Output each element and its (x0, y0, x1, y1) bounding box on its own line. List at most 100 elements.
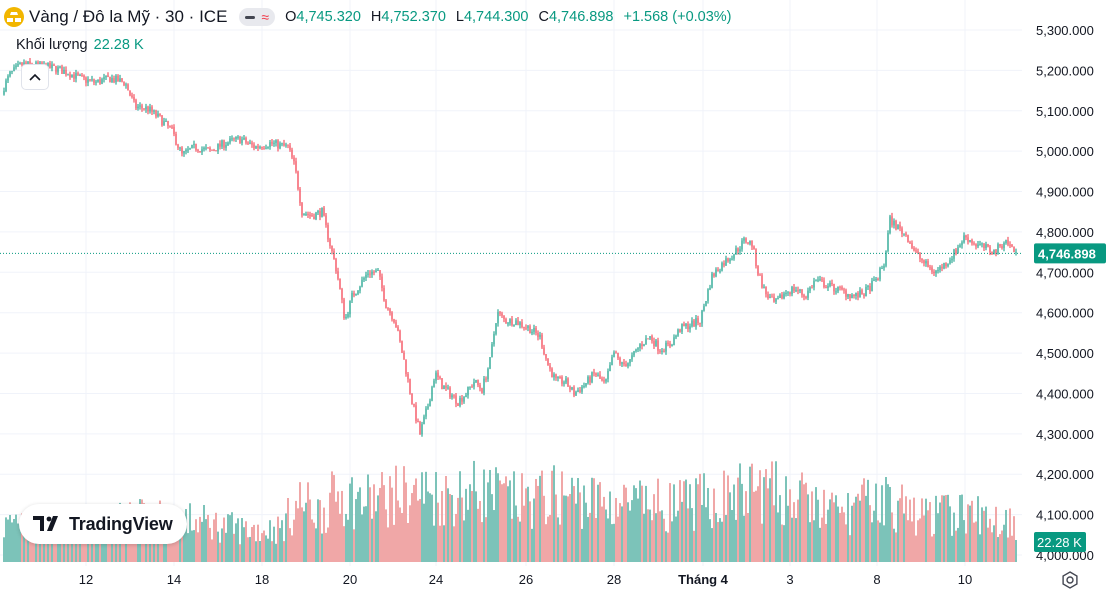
candle-body (143, 108, 145, 110)
volume-bar (641, 485, 643, 562)
candle-body (573, 387, 575, 396)
candle-body (997, 244, 999, 254)
candle-body (983, 243, 985, 249)
candle-body (661, 350, 663, 352)
candle-body (115, 75, 117, 83)
collapse-legend-button[interactable] (21, 64, 49, 90)
time-tick-label: 14 (167, 572, 181, 587)
candle-body (873, 279, 875, 281)
candle-body (635, 349, 637, 352)
candle-body (637, 348, 639, 350)
candle-body (737, 248, 739, 252)
symbol-title[interactable]: Vàng / Đô la Mỹ · 30 · ICE (29, 7, 228, 26)
settings-button[interactable] (1059, 569, 1081, 591)
volume-bars (3, 460, 1017, 562)
volume-bar (709, 519, 711, 562)
volume-label[interactable]: Khối lượng (16, 37, 88, 53)
volume-bar (857, 493, 859, 562)
volume-bar (731, 509, 733, 562)
volume-bar (345, 513, 347, 562)
volume-bar (825, 523, 827, 562)
candle-body (649, 336, 651, 339)
volume-bar (681, 501, 683, 562)
candle-body (865, 287, 867, 297)
candle-body (1013, 246, 1015, 252)
volume-bar (461, 497, 463, 562)
candle-body (127, 84, 129, 91)
price-axis[interactable]: 4,000.0004,100.0004,200.0004,300.0004,40… (1036, 23, 1094, 563)
candle-body (633, 351, 635, 356)
volume-bar (803, 484, 805, 562)
volume-bar (249, 536, 251, 562)
volume-bar (907, 520, 909, 562)
volume-bar (601, 506, 603, 562)
volume-bar (33, 533, 35, 562)
volume-bar (433, 525, 435, 562)
tradingview-logo[interactable]: TradingView (19, 504, 187, 544)
volume-bar (949, 506, 951, 562)
candle-body (987, 244, 989, 247)
candle-body (371, 271, 373, 275)
volume-bar (233, 533, 235, 562)
volume-bar (671, 521, 673, 562)
candle-body (523, 326, 525, 328)
candle-body (471, 386, 473, 388)
volume-bar (247, 537, 249, 562)
candle-body (777, 298, 779, 300)
volume-bar (15, 514, 17, 562)
candle-body (91, 79, 93, 81)
candle-body (1015, 251, 1017, 253)
candle-body (315, 212, 317, 220)
candle-body (457, 403, 459, 406)
candle-body (251, 142, 253, 145)
candle-body (353, 293, 355, 296)
candle-body (297, 171, 299, 190)
candle-body (137, 106, 139, 109)
candle-body (779, 294, 781, 299)
volume-bar (463, 520, 465, 562)
candle-body (325, 215, 327, 225)
candle-body (293, 157, 295, 162)
candle-body (363, 277, 365, 280)
volume-bar (235, 523, 237, 562)
volume-bar (687, 508, 689, 562)
candle-body (911, 243, 913, 249)
candle-body (705, 301, 707, 307)
volume-bar (541, 470, 543, 562)
chart-gridlines (0, 0, 1022, 566)
candle-body (801, 289, 803, 296)
candle-body (179, 147, 181, 149)
volume-bar (561, 471, 563, 562)
volume-bar (245, 521, 247, 562)
candle-body (719, 270, 721, 272)
volume-bar (901, 484, 903, 562)
market-status-badge[interactable]: ≈ (239, 8, 276, 26)
candle-body (5, 80, 7, 91)
volume-bar (401, 513, 403, 562)
volume-bar (375, 511, 377, 562)
candle-body (97, 79, 99, 82)
volume-bar (317, 499, 319, 562)
candle-body (771, 296, 773, 298)
candle-body (39, 62, 41, 65)
change-value: +1.568 (+0.03%) (623, 9, 732, 25)
candle-body (741, 240, 743, 250)
candle-body (93, 79, 95, 83)
candle-body (823, 280, 825, 288)
volume-bar (595, 517, 597, 562)
candle-body (121, 78, 123, 82)
candle-body (1007, 240, 1009, 245)
volume-bar (403, 466, 405, 562)
volume-bar (545, 524, 547, 562)
volume-bar (617, 516, 619, 562)
volume-bar (587, 516, 589, 562)
candle-body (837, 286, 839, 292)
time-axis[interactable]: 12 14 18 20 24 26 28 Tháng 4 3 8 10 (79, 572, 972, 587)
volume-bar (7, 519, 9, 562)
volume-bar (469, 484, 471, 562)
volume-bar (127, 539, 129, 562)
gold-symbol-icon[interactable] (4, 7, 24, 27)
candle-body (501, 313, 503, 316)
volume-bar (109, 540, 111, 562)
